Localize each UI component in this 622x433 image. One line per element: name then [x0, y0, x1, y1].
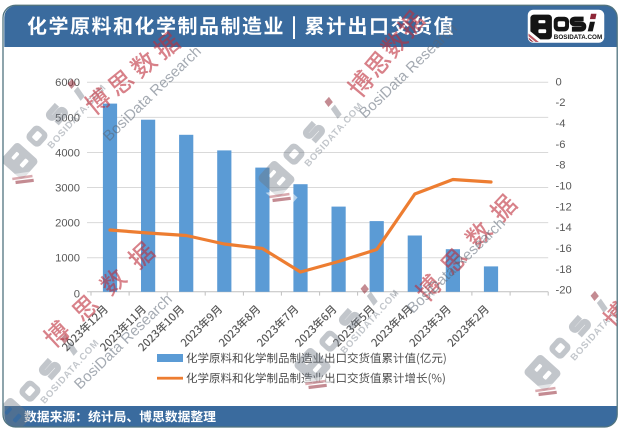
- svg-text:-18: -18: [556, 264, 572, 276]
- svg-text:3000: 3000: [55, 182, 80, 194]
- svg-text:4000: 4000: [55, 147, 80, 159]
- svg-text:-10: -10: [556, 181, 572, 193]
- svg-text:-12: -12: [556, 201, 572, 213]
- svg-text:-8: -8: [556, 160, 566, 172]
- svg-text:-6: -6: [556, 139, 566, 151]
- svg-text:0: 0: [74, 288, 80, 300]
- svg-text:-20: -20: [556, 285, 572, 297]
- svg-text:6000: 6000: [55, 77, 80, 89]
- svg-text:1000: 1000: [55, 253, 80, 265]
- svg-text:-16: -16: [556, 243, 572, 255]
- svg-text:-2: -2: [556, 97, 566, 109]
- svg-text:0: 0: [556, 76, 562, 88]
- svg-text:-14: -14: [556, 222, 572, 234]
- svg-text:-4: -4: [556, 118, 566, 130]
- svg-text:2000: 2000: [55, 218, 80, 230]
